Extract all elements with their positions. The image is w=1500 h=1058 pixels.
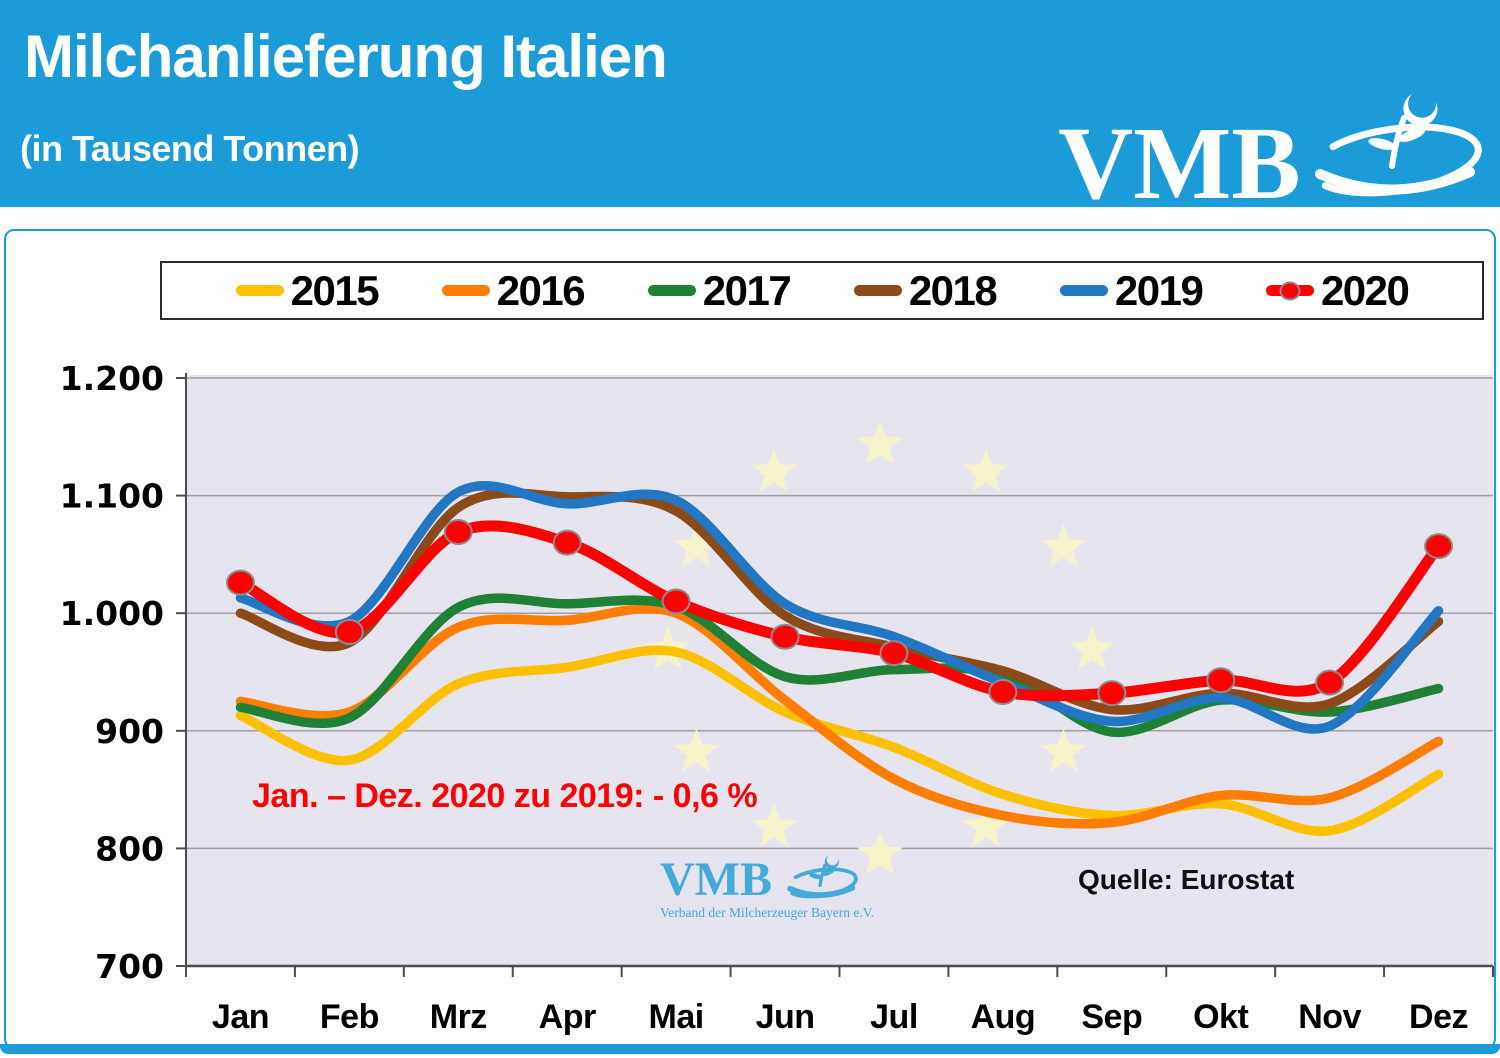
data-point-marker: [552, 529, 582, 556]
x-label-Jan: Jan: [212, 998, 269, 1036]
data-point-marker: [770, 623, 800, 650]
x-label-Dez: Dez: [1409, 998, 1468, 1036]
eu-star-icon: [1040, 523, 1087, 567]
eu-star-icon: [963, 803, 1009, 847]
legend-label-2019: 2019: [1114, 266, 1204, 314]
legend-label-2017: 2017: [702, 266, 792, 314]
data-point-marker: [1097, 680, 1127, 707]
x-label-Okt: Okt: [1193, 998, 1248, 1036]
page-subtitle: (in Tausend Tonnen): [20, 128, 360, 169]
x-label-Jul: Jul: [870, 998, 918, 1036]
data-point-marker: [1206, 667, 1236, 694]
legend-label-2018: 2018: [908, 266, 998, 314]
series-line-2016: [235, 603, 1444, 829]
data-point-marker: [225, 569, 255, 596]
series-line-2018: [235, 488, 1444, 715]
vmb-logo-text: VMB: [1058, 106, 1301, 221]
y-tick-label-900: 900: [95, 712, 164, 751]
data-point-marker: [1424, 533, 1454, 560]
series-line-2020: [235, 520, 1444, 702]
y-tick-label-800: 800: [95, 829, 164, 868]
legend-swatch-2018: [853, 285, 902, 296]
eu-star-icon: [857, 831, 903, 875]
source-label: Quelle: Eurostat: [1078, 864, 1295, 895]
legend-swatch-2019: [1059, 285, 1108, 296]
x-label-Mrz: Mrz: [430, 998, 487, 1036]
data-point-marker: [334, 619, 364, 646]
watermark-subtext: Verband der Milcherzeuger Bayern e.V.: [660, 905, 875, 920]
data-point-marker: [661, 588, 691, 615]
legend-item-2015: 2015: [235, 266, 380, 314]
x-label-Nov: Nov: [1298, 998, 1361, 1036]
series-markers-2020: [225, 519, 1454, 707]
watermark-swirl-icon: [784, 854, 858, 898]
eu-star-icon: [751, 448, 797, 492]
vmb-swirl-icon: [1308, 94, 1482, 197]
bottom-accent-bar: [0, 1044, 1500, 1054]
x-label-Mai: Mai: [649, 998, 704, 1036]
series-line-2019: [235, 480, 1444, 734]
eu-star-icon: [1069, 626, 1115, 670]
page-title: Milchanlieferung Italien: [24, 23, 668, 90]
legend-item-2016: 2016: [441, 266, 586, 314]
y-tick-label-1.200: 1.200: [60, 359, 164, 398]
legend-swatch-2016: [441, 285, 490, 296]
legend-label-2016: 2016: [496, 266, 586, 314]
eu-star-icon: [751, 803, 797, 847]
vmb-watermark: VMB Verband der Milcherzeuger Bayern e.V…: [660, 852, 960, 921]
x-label-Jun: Jun: [756, 998, 815, 1036]
eu-stars-watermark: [645, 421, 1115, 875]
y-tick-label-700: 700: [95, 947, 164, 986]
x-label-Feb: Feb: [320, 998, 379, 1036]
legend-label-2020: 2020: [1320, 266, 1410, 314]
legend-item-2020: 2020: [1265, 266, 1410, 314]
x-label-Apr: Apr: [539, 998, 596, 1036]
annotation-text: Jan. – Dez. 2020 zu 2019: - 0,6 %: [252, 777, 758, 815]
legend-swatch-2017: [647, 285, 696, 296]
legend-swatch-2015: [235, 285, 284, 296]
series-line-2015: [235, 645, 1444, 837]
legend-label-2015: 2015: [290, 266, 380, 314]
eu-star-icon: [963, 448, 1009, 492]
data-point-marker: [1315, 669, 1345, 696]
eu-star-icon: [673, 523, 720, 567]
eu-star-icon: [857, 421, 903, 465]
x-label-Aug: Aug: [971, 998, 1036, 1036]
data-point-marker: [879, 640, 909, 667]
legend-item-2019: 2019: [1059, 266, 1204, 314]
legend-item-2018: 2018: [853, 266, 998, 314]
legend: 2015 2016 2017 2018 2019 2020: [160, 261, 1484, 320]
eu-star-icon: [673, 728, 720, 772]
data-point-marker: [988, 678, 1018, 705]
y-tick-label-1.100: 1.100: [60, 477, 164, 516]
eu-star-icon: [1040, 728, 1087, 772]
legend-swatch-2020: [1265, 281, 1314, 300]
legend-item-2017: 2017: [647, 266, 792, 314]
watermark-brand-text: VMB: [660, 853, 772, 906]
header: Milchanlieferung Italien (in Tausend Ton…: [0, 0, 1500, 221]
x-label-Sep: Sep: [1081, 998, 1142, 1036]
legend-marker-dot: [1279, 281, 1301, 300]
y-tick-label-1.000: 1.000: [60, 594, 164, 633]
data-point-marker: [443, 519, 473, 546]
